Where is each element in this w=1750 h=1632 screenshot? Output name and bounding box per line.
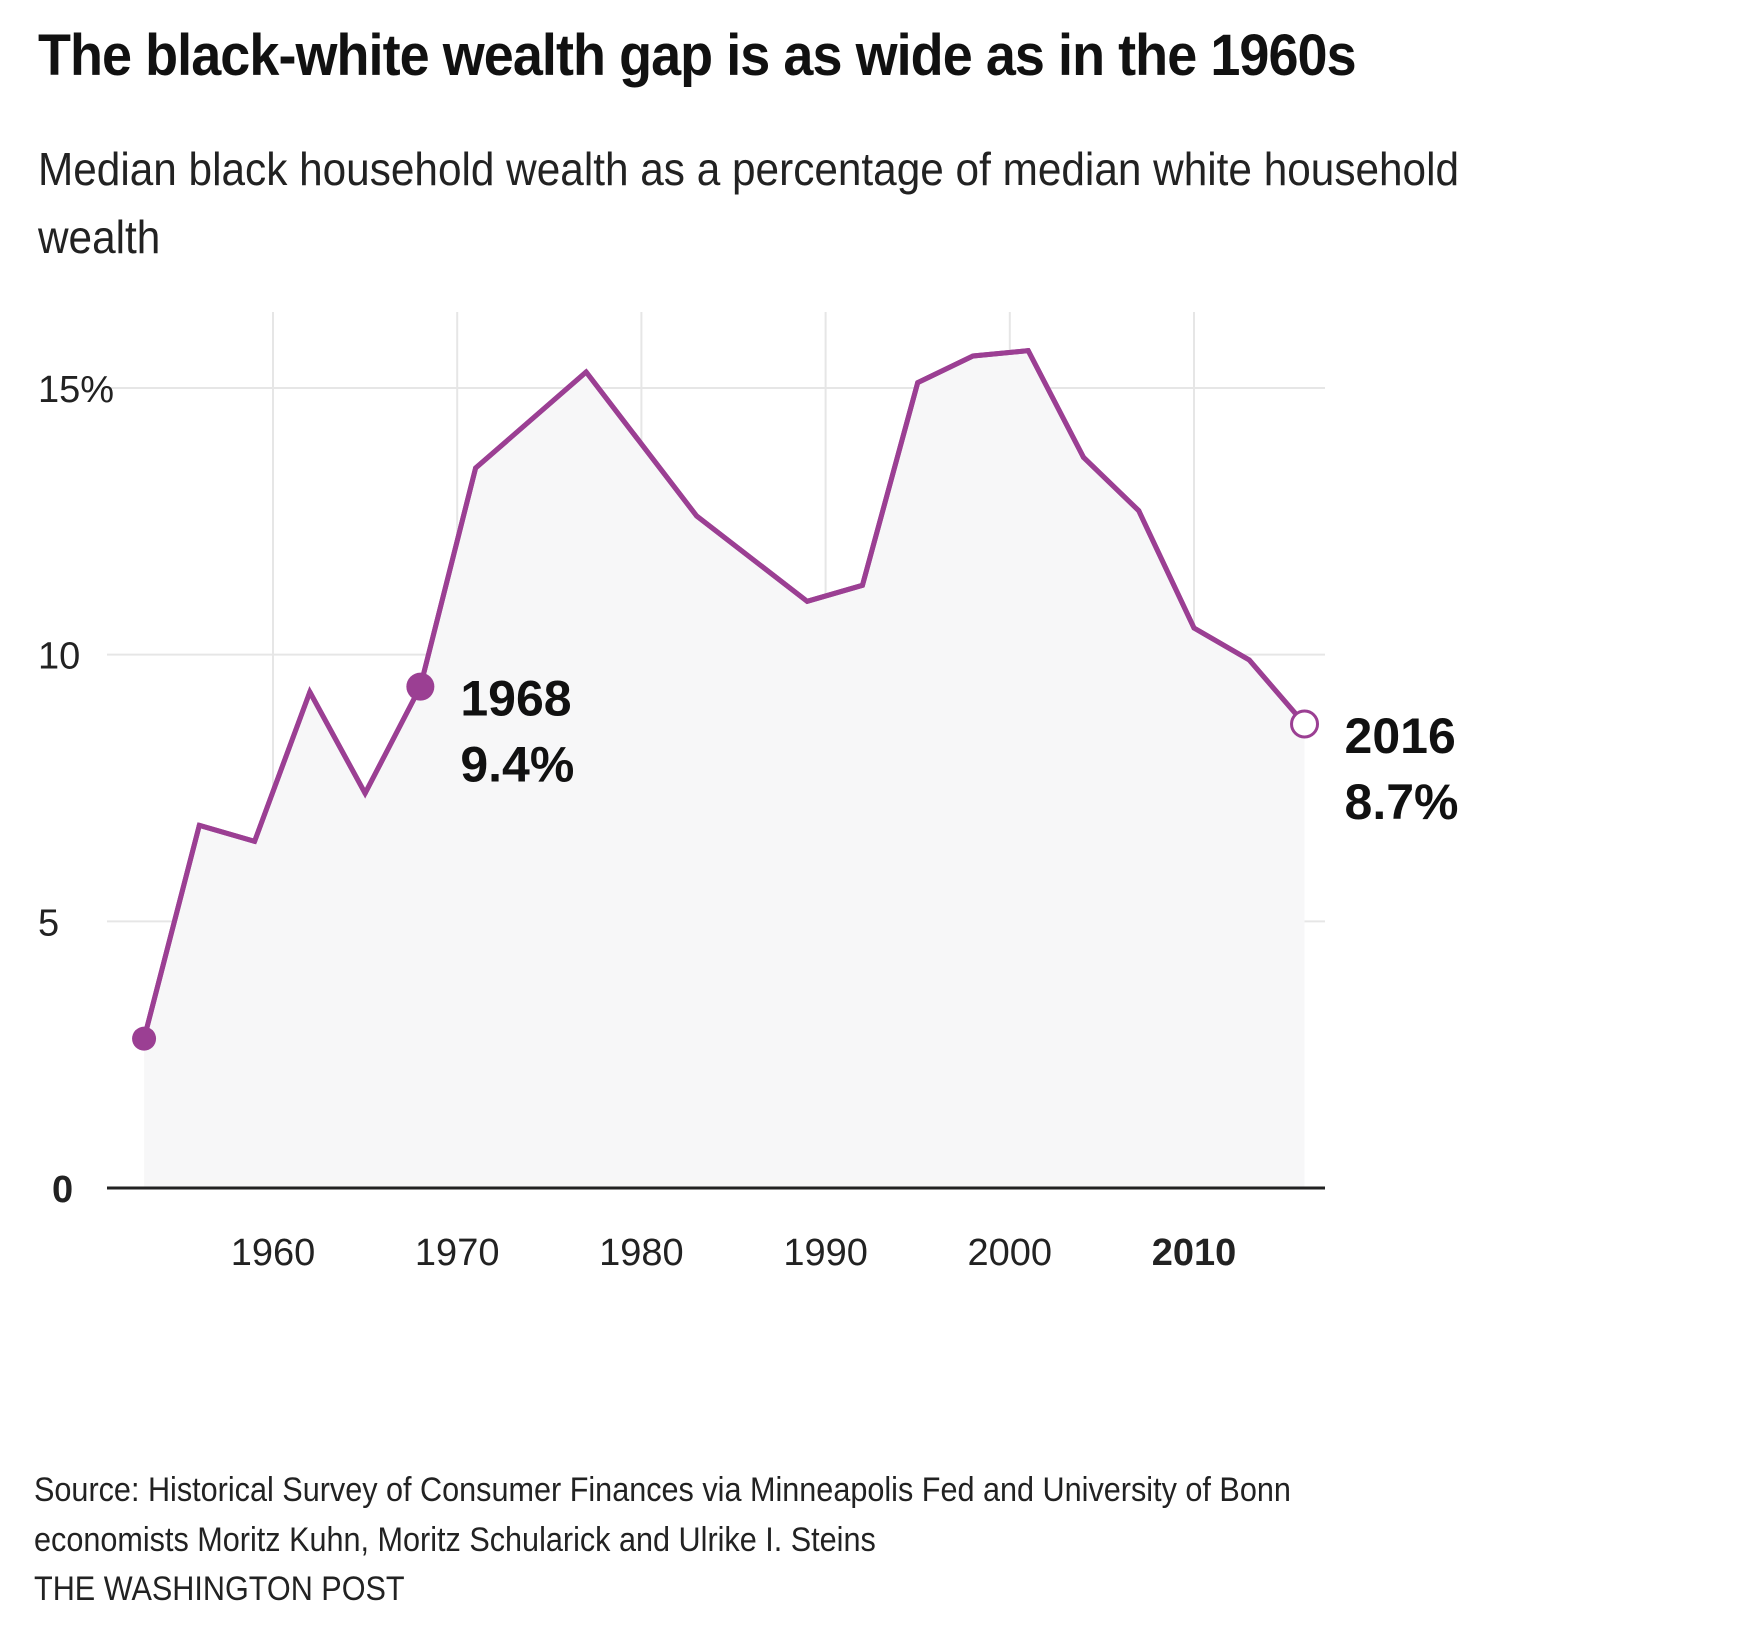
- annotation-value-1968: 9.4%: [460, 737, 574, 793]
- annotation-marker-1968: [406, 672, 435, 701]
- markers: [132, 672, 1320, 1051]
- chart-title: The black-white wealth gap is as wide as…: [38, 23, 1357, 88]
- annotations: 1968 9.4% 2016 8.7%: [460, 671, 1458, 830]
- annotation-year-1968: 1968: [460, 671, 571, 727]
- y-tick-label-15: 15%: [38, 369, 114, 411]
- source-line-2: economists Moritz Kuhn, Moritz Schularic…: [34, 1521, 876, 1559]
- source-note: Source: Historical Survey of Consumer Fi…: [34, 1465, 1291, 1565]
- y-tick-label-10: 10: [38, 636, 80, 678]
- series-line: [141, 348, 1307, 1040]
- annotation-year-2016: 2016: [1345, 708, 1456, 764]
- source-line-1: Source: Historical Survey of Consumer Fi…: [34, 1471, 1291, 1509]
- annotation-value-2016: 8.7%: [1345, 774, 1459, 830]
- x-tick-label-1990: 1990: [783, 1232, 868, 1274]
- y-tick-label-0: 0: [52, 1169, 73, 1211]
- start-marker-1953: [132, 1026, 157, 1051]
- x-tick-label-2000: 2000: [968, 1232, 1053, 1274]
- y-tick-label-5: 5: [38, 902, 59, 944]
- x-tick-label-1960: 1960: [231, 1232, 316, 1274]
- publisher-credit: THE WASHINGTON POST: [34, 1570, 405, 1608]
- chart-subtitle: Median black household wealth as a perce…: [38, 143, 1460, 263]
- x-tick-label-2010: 2010: [1152, 1232, 1237, 1274]
- x-tick-label-1980: 1980: [599, 1232, 684, 1274]
- area-fill: [144, 350, 1305, 1189]
- x-tick-label-1970: 1970: [415, 1232, 500, 1274]
- area-layer: [144, 350, 1305, 1189]
- annotation-marker-2016: [1290, 709, 1320, 739]
- axes: 0 5 10 15% 1960 1970 1980 1990 2000 2010: [38, 369, 1325, 1274]
- line-layer: [141, 348, 1308, 1042]
